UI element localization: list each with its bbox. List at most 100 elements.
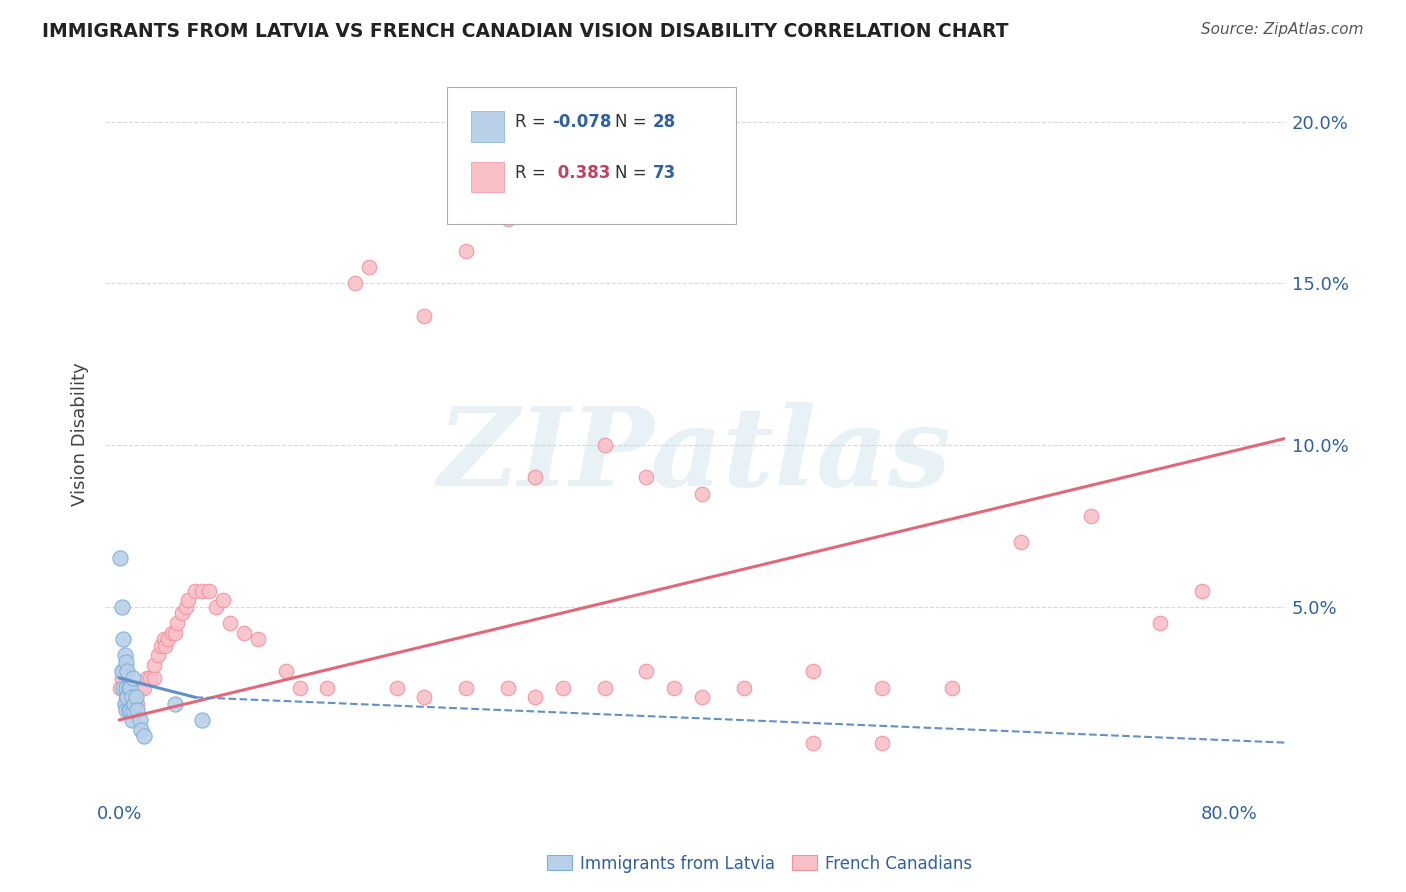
Point <box>198 583 221 598</box>
Text: N =: N = <box>614 163 652 182</box>
Point <box>690 486 713 500</box>
Point <box>118 703 141 717</box>
Legend: Immigrants from Latvia, French Canadians: Immigrants from Latvia, French Canadians <box>540 848 979 880</box>
Point <box>127 703 149 717</box>
Text: Source: ZipAtlas.com: Source: ZipAtlas.com <box>1201 22 1364 37</box>
Point <box>121 681 143 695</box>
Point <box>357 260 380 274</box>
Point <box>233 625 256 640</box>
Point <box>115 690 138 705</box>
Point <box>120 697 142 711</box>
Point <box>454 681 477 695</box>
Point <box>163 625 186 640</box>
Point <box>733 681 755 695</box>
Point <box>125 681 148 695</box>
Point <box>191 583 214 598</box>
Point <box>114 697 136 711</box>
Point <box>124 690 146 705</box>
Point <box>114 681 136 695</box>
Point <box>212 593 235 607</box>
Point <box>110 681 132 695</box>
Point <box>129 713 152 727</box>
Point <box>125 690 148 705</box>
Point <box>413 690 436 705</box>
Text: IMMIGRANTS FROM LATVIA VS FRENCH CANADIAN VISION DISABILITY CORRELATION CHART: IMMIGRANTS FROM LATVIA VS FRENCH CANADIA… <box>42 22 1008 41</box>
Point <box>146 648 169 663</box>
FancyBboxPatch shape <box>471 112 503 142</box>
Point <box>801 736 824 750</box>
Point <box>120 681 142 695</box>
Y-axis label: Vision Disability: Vision Disability <box>72 362 89 506</box>
Point <box>118 681 141 695</box>
Point <box>177 593 200 607</box>
Point <box>872 736 894 750</box>
Point <box>122 703 145 717</box>
Point <box>872 681 894 695</box>
Point <box>454 244 477 258</box>
Point <box>524 470 547 484</box>
Point <box>156 632 179 646</box>
Point <box>111 671 134 685</box>
Point <box>191 713 214 727</box>
Point <box>129 681 152 695</box>
Point <box>160 625 183 640</box>
Point <box>122 671 145 685</box>
Point <box>138 671 160 685</box>
Point <box>129 723 152 737</box>
Point <box>274 665 297 679</box>
Point <box>219 615 242 630</box>
Point <box>413 309 436 323</box>
Point <box>112 665 135 679</box>
Point <box>111 599 134 614</box>
Text: 28: 28 <box>652 113 676 131</box>
Point <box>174 599 197 614</box>
Point <box>636 470 658 484</box>
FancyBboxPatch shape <box>471 161 503 192</box>
Point <box>166 615 188 630</box>
Point <box>142 671 165 685</box>
Point <box>636 665 658 679</box>
Text: -0.078: -0.078 <box>553 113 612 131</box>
Point <box>115 681 138 695</box>
Point <box>117 690 139 705</box>
Point <box>163 697 186 711</box>
Point <box>152 632 174 646</box>
Point <box>114 697 136 711</box>
FancyBboxPatch shape <box>447 87 737 225</box>
Text: 73: 73 <box>652 163 676 182</box>
Point <box>117 681 139 695</box>
Point <box>385 681 408 695</box>
Point <box>115 665 138 679</box>
Point <box>316 681 339 695</box>
Point <box>127 697 149 711</box>
Point <box>1191 583 1213 598</box>
Point <box>170 606 193 620</box>
Point <box>132 681 155 695</box>
Point <box>110 551 132 566</box>
Point <box>149 639 172 653</box>
Point <box>112 681 135 695</box>
Point <box>121 713 143 727</box>
Text: R =: R = <box>515 113 551 131</box>
Point <box>122 681 145 695</box>
Point <box>801 665 824 679</box>
Point <box>112 632 135 646</box>
Point <box>153 639 176 653</box>
Text: N =: N = <box>614 113 652 131</box>
Point <box>117 665 139 679</box>
Point <box>344 277 367 291</box>
Point <box>129 681 152 695</box>
Point <box>121 690 143 705</box>
Text: ZIPatlas: ZIPatlas <box>439 401 952 509</box>
Point <box>115 703 138 717</box>
Point <box>1080 509 1102 524</box>
Point <box>690 690 713 705</box>
Point <box>941 681 963 695</box>
Point <box>496 681 519 695</box>
Point <box>124 697 146 711</box>
Point <box>115 655 138 669</box>
Point <box>120 703 142 717</box>
Point <box>524 690 547 705</box>
Point <box>118 690 141 705</box>
Point <box>246 632 269 646</box>
